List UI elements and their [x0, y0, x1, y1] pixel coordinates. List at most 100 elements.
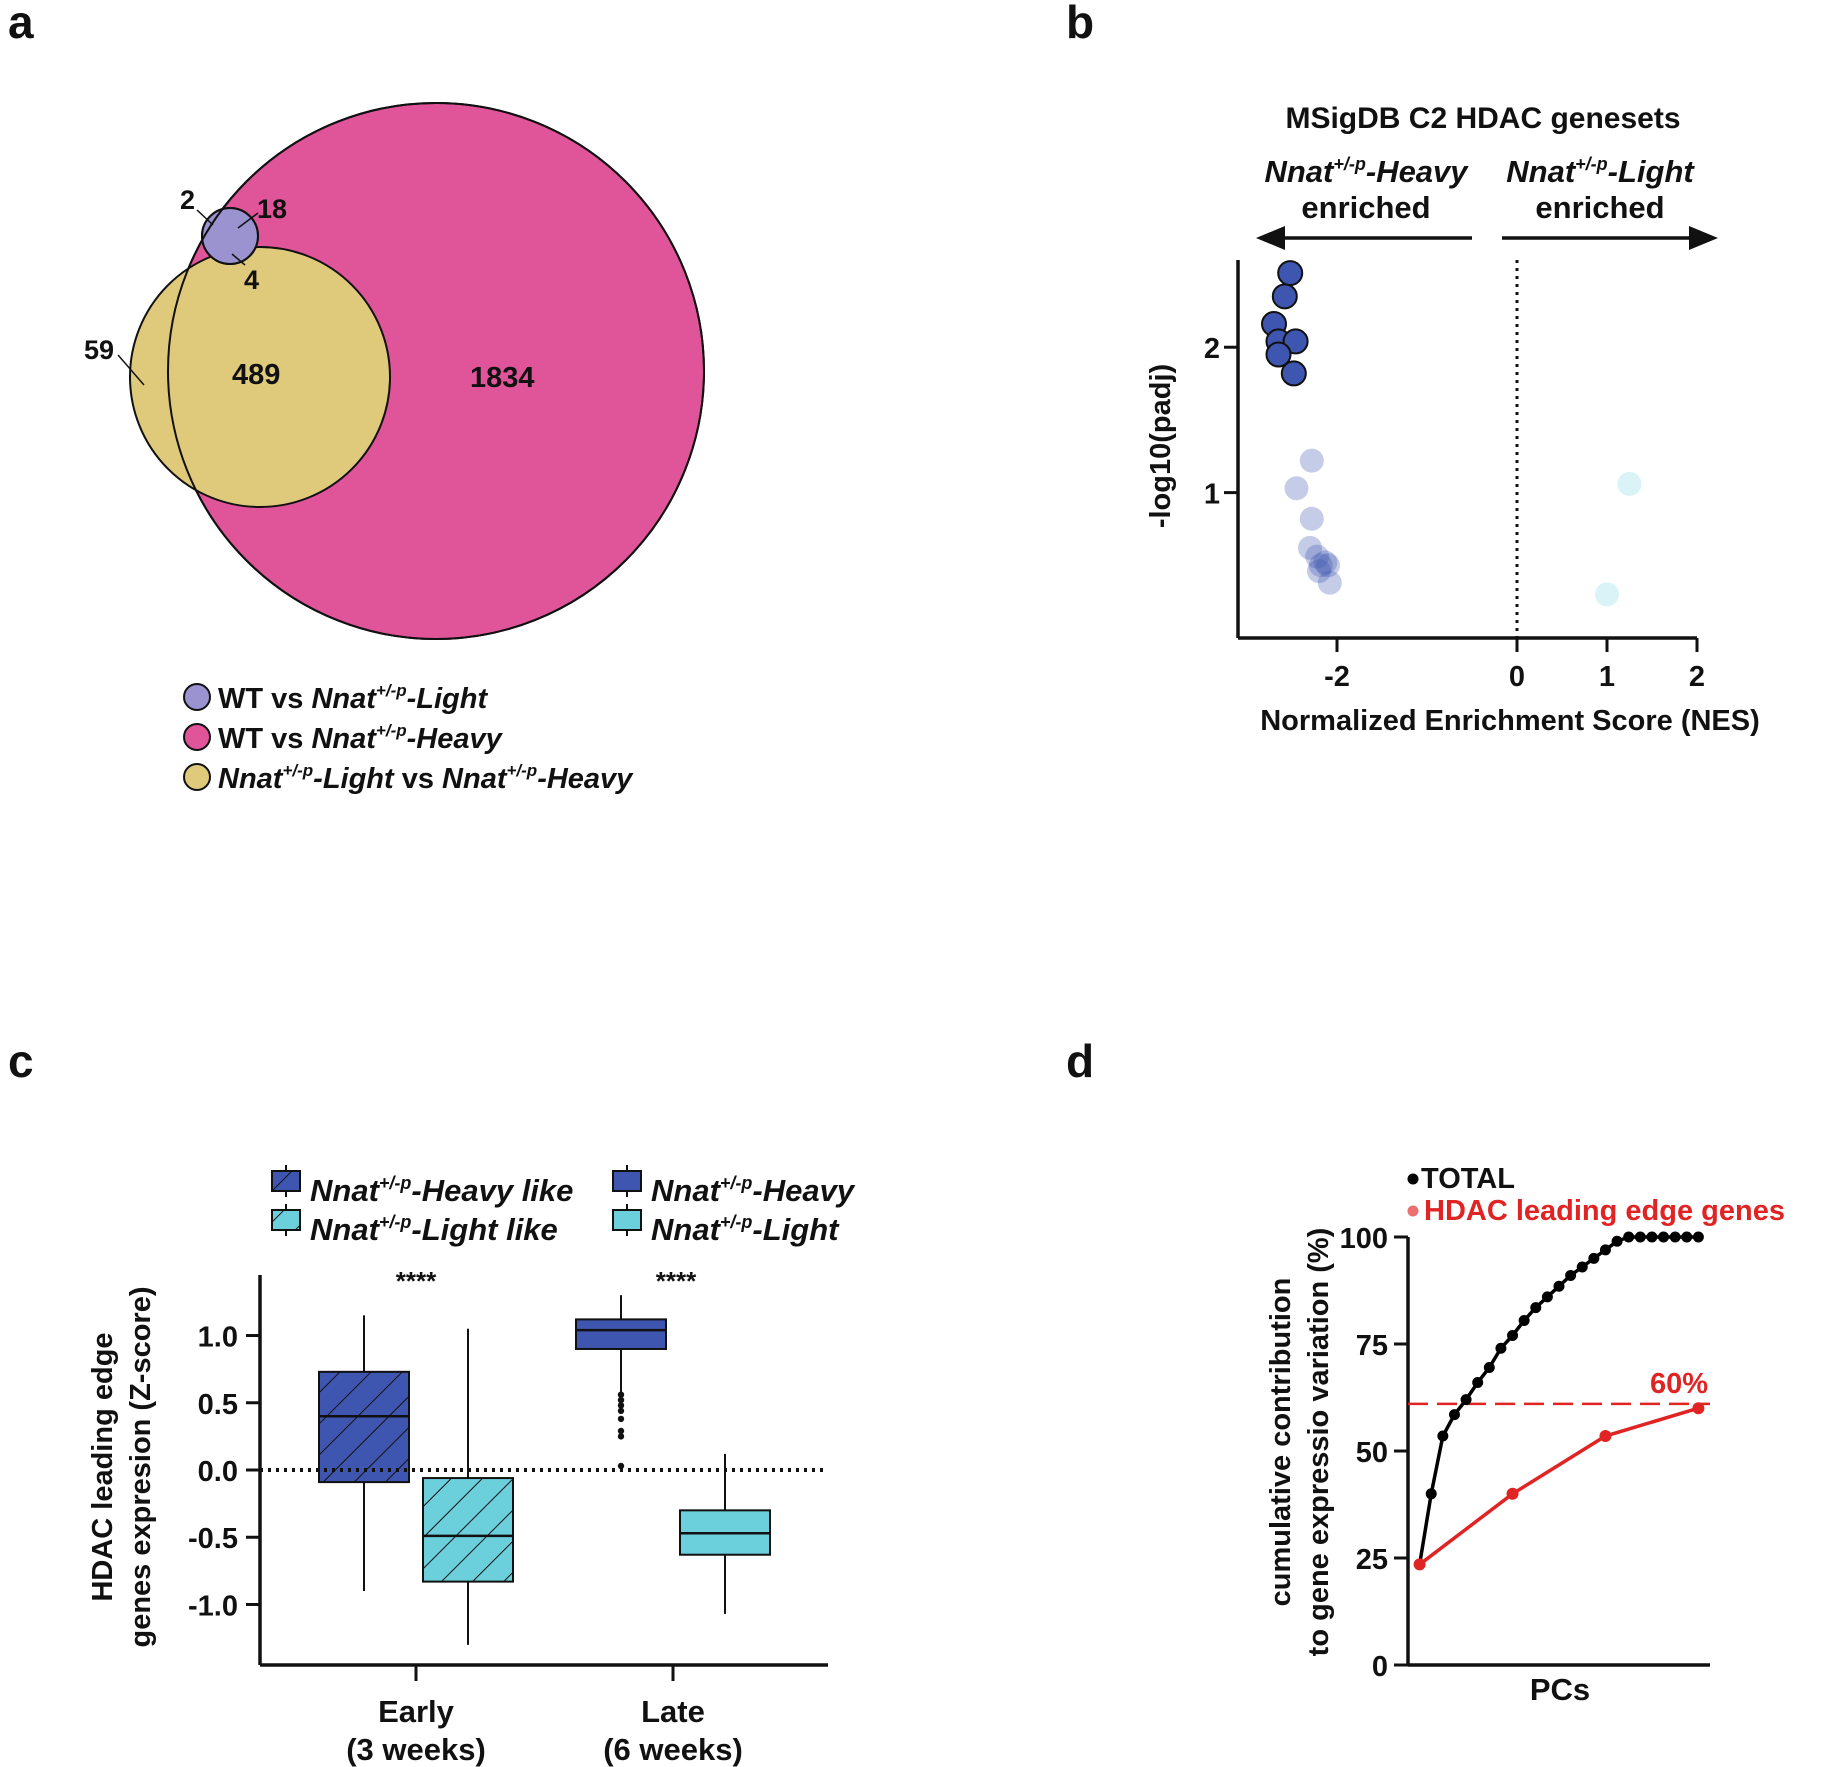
chart-d-ylabel-line2: to gene expressio variation (%)	[1303, 1228, 1335, 1657]
venn-leader-4	[231, 253, 246, 266]
chart-c-ytick-label: 0.5	[198, 1389, 238, 1421]
chart-d-point-total	[1495, 1342, 1507, 1354]
chart-c-outlier	[617, 1407, 625, 1415]
chart-d-point-total	[1623, 1231, 1635, 1243]
chart-d-point-hdac	[1506, 1487, 1519, 1500]
arrow-left-head	[1256, 226, 1285, 250]
chart-c-sig-early: ****	[396, 1266, 437, 1296]
panel-letter-b: b	[1066, 0, 1094, 48]
legend-label-light: WT vs Nnat+/-p-Light	[218, 681, 488, 715]
chart-b-point	[1271, 283, 1298, 310]
chart-b-point	[1305, 544, 1330, 569]
chart-d-point-total	[1565, 1270, 1577, 1282]
chart-b-xtick-label: 2	[1689, 661, 1705, 693]
legend-d-hdac-marker	[1407, 1205, 1419, 1217]
legend-swatch-light	[183, 683, 211, 711]
chart-b-point	[1317, 570, 1342, 595]
venn-light-outline	[201, 207, 259, 265]
legend-d-total: TOTAL	[1421, 1163, 1515, 1195]
legend-c-heavy: Nnat+/-p-Heavy	[651, 1173, 856, 1208]
chart-c-ytick-label: 1.0	[198, 1322, 238, 1354]
chart-c-box-heavy	[575, 1318, 667, 1350]
chart-d-ytick-label: 100	[1340, 1223, 1388, 1255]
chart-d-axes: 0 25 50 75 100	[1340, 1223, 1710, 1683]
chart-c-boxes	[260, 1295, 828, 1645]
chart-b-point	[1282, 328, 1309, 355]
chart-c-xtick-late-1: Late	[641, 1694, 705, 1729]
chart-b-point	[1299, 448, 1324, 473]
chart-d-point-total	[1634, 1231, 1646, 1243]
chart-d-point-total	[1588, 1252, 1600, 1264]
legend-c-swatch-hatch	[272, 1210, 300, 1230]
chart-b-title: MSigDB C2 HDAC genesets	[1285, 102, 1680, 135]
chart-b-xtick-label: -2	[1324, 661, 1350, 693]
chart-b-point	[1308, 553, 1333, 578]
chart-b-point	[1277, 260, 1304, 287]
chart-d-point-total	[1437, 1430, 1449, 1442]
chart-d-point-hdac	[1413, 1558, 1426, 1571]
panel-letter-d: d	[1066, 1035, 1094, 1087]
chart-c-ytick-label: -1.0	[188, 1590, 238, 1622]
chart-c-xtick-late-2: (6 weeks)	[603, 1732, 743, 1767]
chart-b-xlabel: Normalized Enrichment Score (NES)	[1260, 705, 1760, 737]
chart-d-point-total	[1483, 1362, 1495, 1374]
chart-c-xtick-early-1: Early	[378, 1694, 455, 1729]
chart-d-point-total	[1692, 1231, 1704, 1243]
chart-c-outlier	[617, 1402, 625, 1409]
chart-c-ytick-label: -0.5	[188, 1523, 238, 1555]
chart-d-lines	[1413, 1231, 1705, 1571]
chart-d-point-total	[1553, 1280, 1565, 1292]
chart-b-point	[1299, 506, 1324, 531]
chart-b-left-header-line1: Nnat+/-p-Heavy	[1264, 154, 1469, 189]
chart-d-point-total	[1472, 1377, 1484, 1389]
chart-b-ytick-label: 1	[1204, 479, 1220, 511]
chart-b-point	[1265, 341, 1292, 368]
chart-b-point	[1280, 360, 1307, 387]
chart-d-point-total	[1448, 1409, 1460, 1421]
chart-b-right-header-line1: Nnat+/-p-Light	[1506, 154, 1695, 189]
panel-b-scatter: MSigDB C2 HDAC genesets Nnat+/-p-Heavy e…	[1145, 102, 1760, 737]
chart-c-ylabel-line1: HDAC leading edge	[87, 1332, 119, 1601]
legend-d-total-marker	[1407, 1173, 1419, 1185]
chart-d-point-total	[1530, 1302, 1542, 1314]
chart-b-xtick-label: 0	[1509, 661, 1525, 693]
chart-c-outlier	[617, 1396, 625, 1404]
legend-swatch-light-vs-heavy	[183, 763, 211, 791]
chart-b-point	[1298, 535, 1322, 560]
chart-c-ylabel-line2: genes expresion (Z-score)	[125, 1287, 157, 1648]
legend-c-light-like: Nnat+/-p-Light like	[310, 1212, 558, 1247]
venn-circle-light-vs-heavy	[129, 246, 391, 508]
chart-b-point	[1617, 471, 1642, 496]
chart-b-point	[1307, 559, 1331, 584]
chart-d-annotation: 60%	[1650, 1368, 1708, 1400]
panel-d-line: TOTAL HDAC leading edge genes 0 25 50 75 100…	[1265, 1163, 1785, 1707]
chart-b-axes: -2 0 1 2 1 2	[1204, 260, 1705, 693]
legend-d-hdac: HDAC leading edge genes	[1424, 1195, 1785, 1227]
legend-c-light: Nnat+/-p-Light	[651, 1212, 840, 1247]
panel-letter-c: c	[8, 1035, 34, 1087]
chart-c-outlier	[617, 1427, 625, 1435]
legend-c-swatch-light	[612, 1209, 642, 1231]
legend-c-heavy-like: Nnat+/-p-Heavy like	[310, 1173, 573, 1208]
chart-d-ytick-label: 50	[1356, 1437, 1388, 1469]
chart-d-point-total	[1599, 1244, 1611, 1256]
venn-count-59: 59	[84, 335, 114, 365]
chart-c-outlier	[617, 1391, 625, 1398]
chart-d-point-total	[1425, 1488, 1437, 1500]
chart-d-ylabel-line1: cumulative contribution	[1265, 1278, 1297, 1607]
chart-d-point-total	[1518, 1314, 1530, 1326]
venn-leader-18	[237, 212, 259, 229]
panel-a-venn: 2 18 4 59 489 1834 WT vs Nnat+/-p-Light …	[84, 102, 705, 795]
chart-d-point-total	[1646, 1231, 1658, 1243]
venn-leader-2	[196, 209, 214, 226]
chart-c-xtick-early-2: (3 weeks)	[346, 1732, 486, 1767]
chart-d-ytick-label: 0	[1372, 1651, 1388, 1683]
chart-d-line-hdac	[1418, 1406, 1699, 1566]
chart-b-ytick-label: 2	[1204, 333, 1220, 365]
chart-d-point-total	[1681, 1231, 1693, 1243]
legend-label-light-vs-heavy: Nnat+/-p-Light vs Nnat+/-p-Heavy	[218, 761, 634, 795]
chart-c-axes: 1.0 0.5 0.0 -0.5 -1.0	[188, 1275, 828, 1681]
chart-b-point	[1595, 582, 1619, 607]
venn-legend: WT vs Nnat+/-p-Light WT vs Nnat+/-p-Heav…	[183, 681, 634, 795]
